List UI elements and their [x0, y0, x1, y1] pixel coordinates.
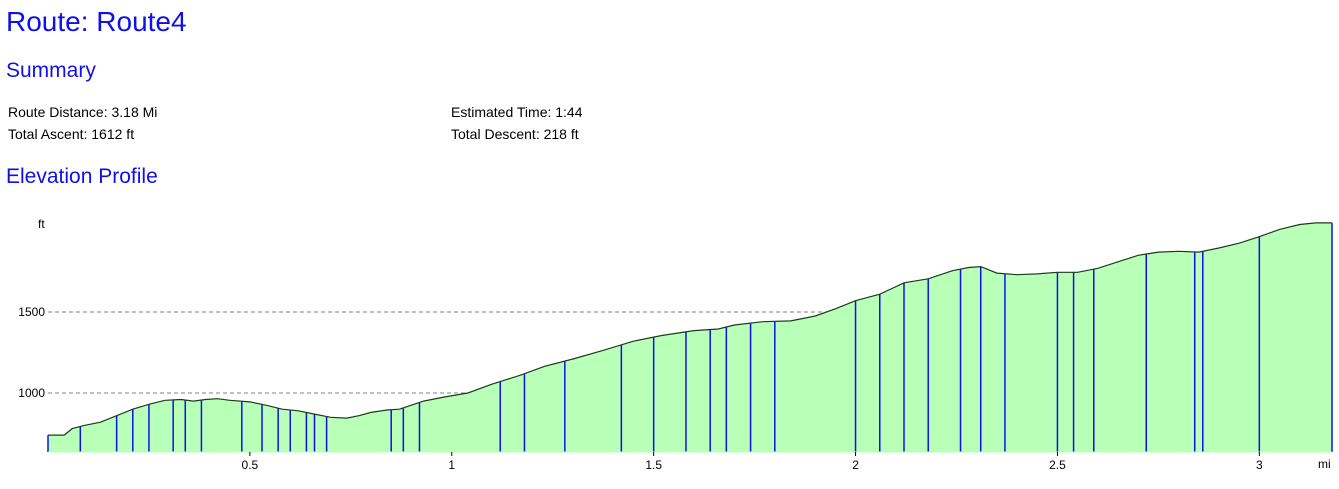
y-tick-label-1000: 1000: [18, 386, 45, 400]
total-ascent-text: Total Ascent: 1612 ft: [8, 126, 135, 142]
elevation-profile-chart: 0.5 1 1.5 2 2.5 3 1000 1500 ft mi: [18, 217, 1333, 472]
axis-ticks: 0.5 1 1.5 2 2.5 3 1000 1500: [18, 305, 1332, 472]
page-title: Route: Route4: [6, 6, 187, 37]
elevation-area: [48, 222, 1332, 452]
elevation-profile-heading: Elevation Profile: [6, 165, 158, 188]
x-tick-label-2: 2: [852, 458, 859, 472]
estimated-time-text: Estimated Time: 1:44: [451, 104, 583, 120]
route-distance-text: Route Distance: 3.18 Mi: [8, 104, 158, 120]
elevation-outline: [48, 222, 1332, 436]
total-descent-text: Total Descent: 218 ft: [451, 126, 579, 142]
x-axis-unit-label: mi: [1318, 457, 1331, 471]
waypoint-markers: [47, 222, 1333, 452]
summary-heading: Summary: [6, 59, 96, 82]
x-tick-label-0.5: 0.5: [242, 458, 259, 472]
y-axis-unit-label: ft: [38, 217, 45, 231]
x-tick-label-1: 1: [448, 458, 455, 472]
grid-lines: [48, 311, 1332, 394]
y-tick-label-1500: 1500: [18, 305, 45, 319]
x-tick-label-3: 3: [1256, 458, 1263, 472]
x-tick-label-2.5: 2.5: [1049, 458, 1066, 472]
x-tick-label-1.5: 1.5: [645, 458, 662, 472]
